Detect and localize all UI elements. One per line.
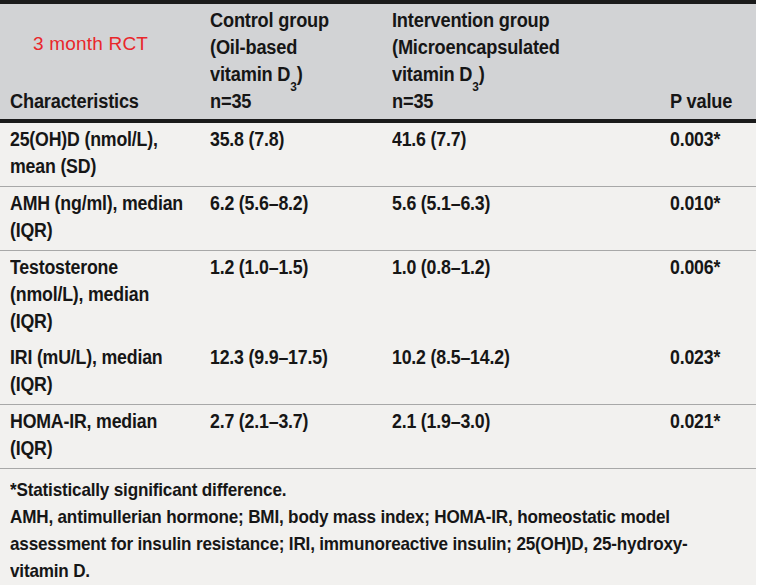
intervention-value-text: 5.6 (5.1–6.3) xyxy=(392,190,630,217)
cell-p-value: 0.021* xyxy=(660,405,756,469)
closing-paren: ) xyxy=(479,63,485,85)
cell-characteristic: IRI (mU/L), median (IQR) xyxy=(0,341,200,405)
closing-paren: ) xyxy=(297,63,303,85)
p-value-text: 0.003* xyxy=(670,126,743,153)
cell-control-value: 6.2 (5.6–8.2) xyxy=(200,187,382,251)
table-row-iri: IRI (mU/L), median (IQR) 12.3 (9.9–17.5)… xyxy=(0,341,756,405)
control-group-title: Control group (Oil-based xyxy=(210,7,361,61)
header-row: 3 month RCT Characteristics Control grou… xyxy=(0,2,756,121)
control-group-vitamin-line: vitamin D3) xyxy=(210,61,361,88)
intervention-value-text: 41.6 (7.7) xyxy=(392,126,630,153)
table-header: 3 month RCT Characteristics Control grou… xyxy=(0,2,756,121)
p-value-text: 0.023* xyxy=(670,344,743,371)
intervention-value-text: 2.1 (1.9–3.0) xyxy=(392,408,630,435)
control-group-header: Control group (Oil-based vitamin D3) n=3… xyxy=(210,7,376,115)
characteristic-text: Testosterone (nmol/L), median (IQR) xyxy=(10,254,177,335)
characteristic-text: 25(OH)D (nmol/L), mean (SD) xyxy=(10,126,177,180)
paper-table-page: 3 month RCT Characteristics Control grou… xyxy=(0,0,762,585)
cell-control-value: 1.2 (1.0–1.5) xyxy=(200,251,382,342)
study-duration-annotation: 3 month RCT xyxy=(33,30,148,57)
control-value-text: 12.3 (9.9–17.5) xyxy=(210,344,361,371)
control-group-n: n=35 xyxy=(210,88,361,115)
cell-intervention-value: 10.2 (8.5–14.2) xyxy=(382,341,660,405)
intervention-group-header: Intervention group (Microencapsulated vi… xyxy=(392,7,654,115)
intervention-group-n: n=35 xyxy=(392,88,630,115)
header-control-group: Control group (Oil-based vitamin D3) n=3… xyxy=(200,2,382,121)
table-row-homa-ir: HOMA-IR, median (IQR) 2.7 (2.1–3.7) 2.1 … xyxy=(0,405,756,469)
p-value-text: 0.021* xyxy=(670,408,743,435)
vitamin-d-text: vitamin D xyxy=(392,63,472,85)
control-value-text: 6.2 (5.6–8.2) xyxy=(210,190,361,217)
control-value-text: 1.2 (1.0–1.5) xyxy=(210,254,361,281)
cell-p-value: 0.006* xyxy=(660,251,756,342)
footnote-abbreviations: AMH, antimullerian hormone; BMI, body ma… xyxy=(10,503,676,584)
cell-control-value: 35.8 (7.8) xyxy=(200,121,382,187)
characteristics-header-wrap: 3 month RCT Characteristics xyxy=(10,4,194,115)
table-row-25ohd: 25(OH)D (nmol/L), mean (SD) 35.8 (7.8) 4… xyxy=(0,121,756,187)
control-value-text: 2.7 (2.1–3.7) xyxy=(210,408,361,435)
characteristics-label: Characteristics xyxy=(10,88,139,115)
cell-control-value: 2.7 (2.1–3.7) xyxy=(200,405,382,469)
rct-results-table: 3 month RCT Characteristics Control grou… xyxy=(0,0,756,585)
footnote-row: *Statistically significant difference. A… xyxy=(0,469,756,585)
intervention-value-text: 1.0 (0.8–1.2) xyxy=(392,254,630,281)
p-value-label: P value xyxy=(670,88,743,115)
table-body: 25(OH)D (nmol/L), mean (SD) 35.8 (7.8) 4… xyxy=(0,121,756,585)
cell-p-value: 0.003* xyxy=(660,121,756,187)
header-p-value: P value xyxy=(660,2,756,121)
table-row-amh: AMH (ng/ml), median (IQR) 6.2 (5.6–8.2) … xyxy=(0,187,756,251)
characteristic-text: IRI (mU/L), median (IQR) xyxy=(10,344,177,398)
header-intervention-group: Intervention group (Microencapsulated vi… xyxy=(382,2,660,121)
control-value-text: 35.8 (7.8) xyxy=(210,126,361,153)
cell-p-value: 0.023* xyxy=(660,341,756,405)
cell-intervention-value: 5.6 (5.1–6.3) xyxy=(382,187,660,251)
p-value-text: 0.010* xyxy=(670,190,743,217)
table-footnotes: *Statistically significant difference. A… xyxy=(0,469,756,585)
cell-characteristic: AMH (ng/ml), median (IQR) xyxy=(0,187,200,251)
intervention-group-title: Intervention group (Microencapsulated xyxy=(392,7,630,61)
intervention-value-text: 10.2 (8.5–14.2) xyxy=(392,344,630,371)
p-value-text: 0.006* xyxy=(670,254,743,281)
characteristic-text: HOMA-IR, median (IQR) xyxy=(10,408,177,462)
cell-characteristic: HOMA-IR, median (IQR) xyxy=(0,405,200,469)
cell-intervention-value: 41.6 (7.7) xyxy=(382,121,660,187)
cell-intervention-value: 2.1 (1.9–3.0) xyxy=(382,405,660,469)
cell-control-value: 12.3 (9.9–17.5) xyxy=(200,341,382,405)
intervention-group-vitamin-line: vitamin D3) xyxy=(392,61,630,88)
characteristic-text: AMH (ng/ml), median (IQR) xyxy=(10,190,177,244)
cell-p-value: 0.010* xyxy=(660,187,756,251)
cell-characteristic: Testosterone (nmol/L), median (IQR) xyxy=(0,251,200,342)
header-characteristics: 3 month RCT Characteristics xyxy=(0,2,200,121)
cell-characteristic: 25(OH)D (nmol/L), mean (SD) xyxy=(0,121,200,187)
footnote-significance: *Statistically significant difference. xyxy=(10,476,676,503)
vitamin-d-text: vitamin D xyxy=(210,63,290,85)
cell-intervention-value: 1.0 (0.8–1.2) xyxy=(382,251,660,342)
table-row-testosterone: Testosterone (nmol/L), median (IQR) 1.2 … xyxy=(0,251,756,342)
